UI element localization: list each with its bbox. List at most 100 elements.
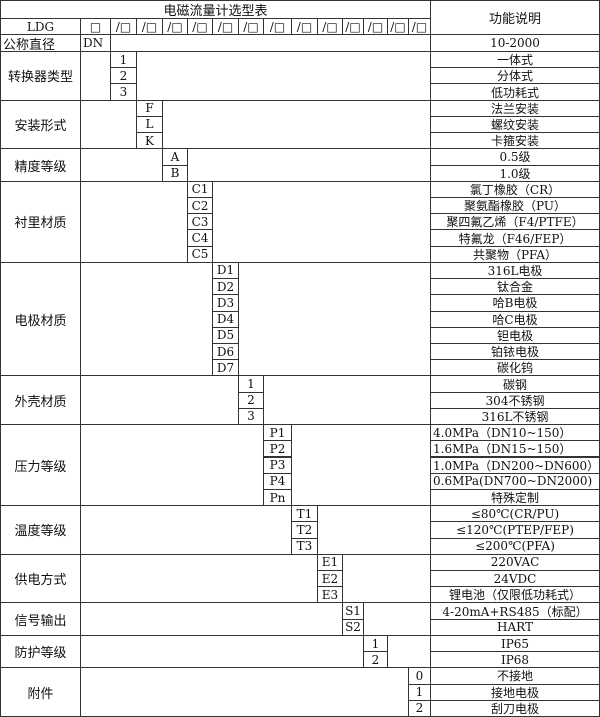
option-description: 钛合金	[430, 278, 600, 296]
option-description: 接地电极	[430, 683, 600, 701]
option-code: 3	[238, 407, 264, 426]
option-description: HART	[430, 618, 600, 636]
option-description: 哈B电极	[430, 294, 600, 312]
option-code: T1	[291, 505, 318, 523]
empty-cell	[80, 148, 163, 182]
option-code: P2	[263, 440, 292, 458]
empty-cell	[80, 602, 343, 636]
option-code: C3	[187, 213, 213, 231]
empty-cell	[80, 375, 239, 426]
empty-cell	[80, 99, 137, 150]
empty-cell	[238, 261, 431, 377]
option-description: 0.5级	[430, 148, 600, 166]
model-first-box: □	[80, 18, 111, 35]
option-code: C5	[187, 245, 213, 263]
option-code: C1	[187, 180, 213, 198]
group-label: 外壳材质	[0, 375, 81, 426]
empty-cell	[342, 553, 431, 604]
empty-cell	[110, 34, 431, 52]
empty-cell	[162, 99, 431, 150]
empty-cell	[291, 424, 431, 507]
group-label: 供电方式	[0, 553, 81, 604]
model-slot-box: /□	[408, 18, 431, 35]
option-code: Pn	[263, 488, 292, 507]
nominal-diameter-code: DN	[80, 34, 111, 52]
option-description: 1.0级	[430, 164, 600, 182]
option-code: P4	[263, 472, 292, 490]
option-code: D6	[212, 342, 239, 361]
model-slot-box: /□	[317, 18, 343, 35]
empty-cell	[363, 602, 431, 636]
model-slot-box: /□	[387, 18, 409, 35]
model-code-label: LDG	[0, 18, 81, 35]
option-code: 1	[363, 634, 388, 653]
option-description: 低功耗式	[430, 83, 600, 101]
option-description: 共聚物（PFA）	[430, 245, 600, 263]
group-label: 转换器类型	[0, 51, 81, 101]
option-description: ≤80℃(CR/PU)	[430, 505, 600, 523]
empty-cell	[80, 634, 364, 669]
option-code: D7	[212, 359, 239, 377]
option-description: 4-20mA+RS485（标配）	[430, 602, 600, 620]
option-description: 304不锈钢	[430, 391, 600, 409]
group-label: 电极材质	[0, 261, 81, 377]
group-label: 安装形式	[0, 99, 81, 150]
option-code: P3	[263, 456, 292, 474]
option-description: 碳钢	[430, 375, 600, 393]
empty-cell	[212, 180, 431, 263]
option-code: E3	[317, 586, 343, 604]
option-code: D5	[212, 326, 239, 344]
option-description: 哈C电极	[430, 310, 600, 328]
group-label: 附件	[0, 667, 81, 717]
group-label: 信号输出	[0, 602, 81, 636]
model-slot-box: /□	[291, 18, 318, 35]
empty-cell	[80, 553, 318, 604]
option-description: 分体式	[430, 67, 600, 85]
option-code: D3	[212, 294, 239, 312]
model-slot-box: /□	[187, 18, 213, 35]
option-code: 1	[408, 683, 431, 701]
option-code: S2	[342, 618, 364, 636]
option-description: IP65	[430, 634, 600, 653]
group-label: 衬里材质	[0, 180, 81, 263]
option-code: 1	[110, 51, 137, 69]
option-description: 一体式	[430, 51, 600, 69]
empty-cell	[80, 180, 188, 263]
model-slot-box: /□	[342, 18, 364, 35]
model-slot-box: /□	[110, 18, 137, 35]
option-description: 螺纹安装	[430, 115, 600, 134]
group-label: 防护等级	[0, 634, 81, 669]
option-code: C4	[187, 229, 213, 247]
option-code: C2	[187, 196, 213, 215]
description-header: 功能说明	[430, 0, 600, 35]
option-description: 1.0MPa（DN200~DN600）	[430, 456, 600, 474]
empty-cell	[80, 424, 264, 507]
option-description: 特殊定制	[430, 488, 600, 507]
empty-cell	[187, 148, 431, 182]
empty-cell	[387, 634, 431, 669]
empty-cell	[317, 505, 431, 555]
option-code: S1	[342, 602, 364, 620]
option-code: 2	[110, 67, 137, 85]
model-slot-box: /□	[136, 18, 163, 35]
option-description: 锂电池（仅限低功耗式）	[430, 586, 600, 604]
option-code: 0	[408, 667, 431, 685]
option-code: T2	[291, 521, 318, 539]
option-description: 4.0MPa（DN10~150）	[430, 424, 600, 442]
option-code: B	[162, 164, 188, 182]
option-description: 316L不锈钢	[430, 407, 600, 426]
model-slot-box: /□	[238, 18, 264, 35]
option-description: 1.6MPa（DN15~150）	[430, 440, 600, 458]
group-label: 温度等级	[0, 505, 81, 555]
option-description: 聚氨酯橡胶（PU）	[430, 196, 600, 215]
option-code: 2	[363, 651, 388, 669]
option-description: IP68	[430, 651, 600, 669]
option-code: K	[136, 132, 163, 150]
model-slot-box: /□	[263, 18, 292, 35]
empty-cell	[263, 375, 431, 426]
empty-cell	[80, 261, 213, 377]
option-code: D4	[212, 310, 239, 328]
option-code: D2	[212, 278, 239, 296]
empty-cell	[80, 505, 292, 555]
option-code: 1	[238, 375, 264, 393]
